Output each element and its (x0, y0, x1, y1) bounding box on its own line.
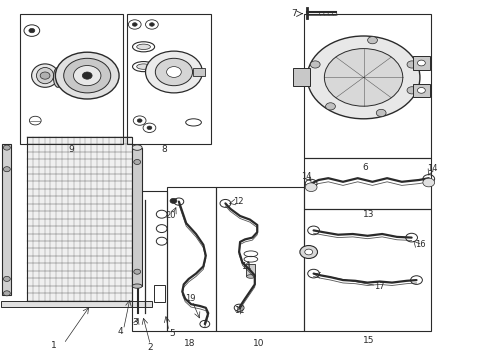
Circle shape (305, 249, 313, 255)
Circle shape (310, 61, 320, 68)
Bar (132, 191, 167, 331)
Circle shape (132, 23, 137, 26)
Bar (127, 14, 211, 144)
Circle shape (149, 23, 154, 26)
Circle shape (167, 67, 181, 77)
Bar (193, 68, 205, 76)
Circle shape (305, 183, 317, 192)
Ellipse shape (137, 44, 150, 49)
Bar (413, 56, 430, 70)
Polygon shape (2, 144, 11, 295)
Circle shape (324, 49, 403, 106)
Circle shape (368, 37, 377, 44)
Circle shape (3, 276, 10, 282)
Ellipse shape (53, 68, 62, 87)
Text: 16: 16 (416, 240, 426, 249)
Text: 15: 15 (363, 336, 374, 345)
Circle shape (307, 36, 420, 119)
Circle shape (82, 72, 92, 79)
Polygon shape (27, 137, 132, 301)
Circle shape (40, 72, 50, 79)
Bar (304, 158, 431, 209)
Circle shape (29, 28, 35, 33)
Bar (293, 68, 310, 86)
Text: 14: 14 (301, 172, 312, 181)
Bar (246, 264, 255, 276)
Bar (1, 301, 152, 307)
Circle shape (170, 198, 177, 203)
Bar (132, 148, 142, 286)
Text: 14: 14 (427, 164, 438, 173)
Circle shape (146, 51, 202, 93)
Text: 3: 3 (132, 318, 138, 327)
Text: 4: 4 (117, 327, 123, 336)
Bar (216, 187, 304, 331)
Ellipse shape (137, 64, 150, 69)
Bar (154, 285, 165, 302)
Circle shape (407, 61, 417, 68)
Text: 11: 11 (234, 306, 245, 315)
Circle shape (64, 58, 111, 93)
Circle shape (55, 52, 119, 99)
Text: 12: 12 (233, 197, 243, 206)
Circle shape (134, 159, 141, 165)
Text: 10: 10 (253, 339, 265, 348)
Text: 20: 20 (165, 211, 176, 220)
Bar (304, 209, 431, 331)
Ellipse shape (31, 64, 59, 87)
Circle shape (417, 60, 425, 66)
Bar (167, 187, 216, 331)
Circle shape (326, 103, 336, 110)
Text: 7: 7 (291, 9, 297, 18)
Text: 19: 19 (185, 294, 196, 303)
Text: 2: 2 (147, 343, 153, 352)
Bar (20, 14, 122, 144)
Text: 1: 1 (51, 341, 57, 350)
Circle shape (134, 269, 141, 274)
Text: 17: 17 (374, 282, 385, 291)
Text: 5: 5 (170, 329, 175, 338)
Text: 6: 6 (362, 163, 368, 172)
Circle shape (3, 145, 10, 150)
Ellipse shape (132, 284, 142, 288)
Text: 18: 18 (184, 339, 196, 348)
Text: 13: 13 (363, 210, 374, 219)
Circle shape (3, 167, 10, 172)
Text: 11: 11 (241, 262, 251, 271)
Bar (413, 84, 430, 97)
Ellipse shape (132, 145, 142, 150)
Circle shape (417, 87, 425, 93)
Text: 8: 8 (161, 145, 167, 154)
Circle shape (423, 178, 435, 187)
Circle shape (407, 87, 417, 94)
Circle shape (137, 119, 142, 122)
Circle shape (3, 291, 10, 296)
Circle shape (147, 126, 152, 130)
Circle shape (376, 109, 386, 117)
Circle shape (155, 58, 193, 86)
Circle shape (74, 66, 101, 86)
Circle shape (300, 246, 318, 258)
Ellipse shape (36, 67, 54, 84)
Ellipse shape (246, 275, 255, 278)
Bar (304, 14, 431, 158)
Text: 9: 9 (68, 145, 74, 154)
